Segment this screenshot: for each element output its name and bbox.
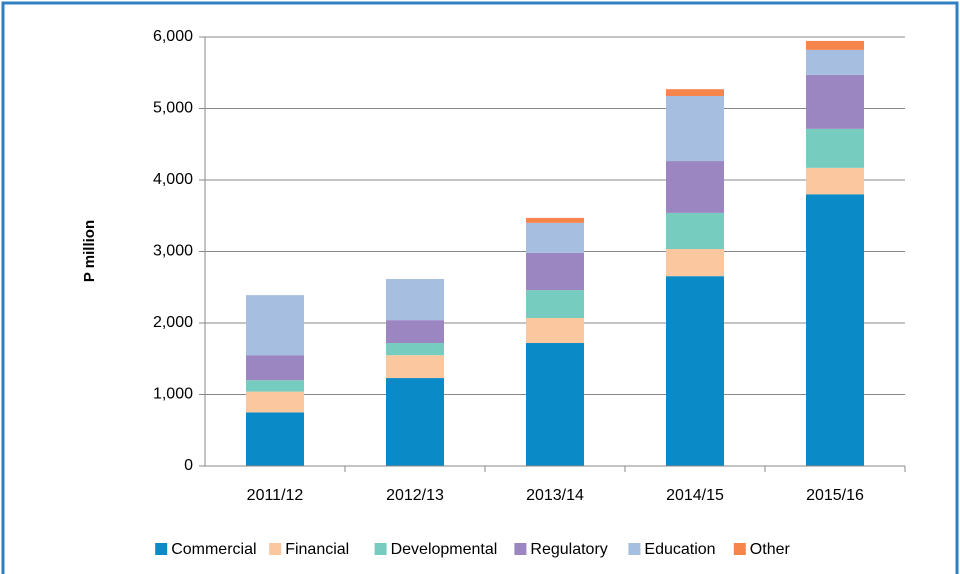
bar-segment — [526, 222, 584, 253]
bar-segment — [246, 380, 304, 392]
x-tick-label: 2014/15 — [666, 487, 724, 504]
bar-segment — [386, 355, 444, 379]
x-tick-label: 2011/12 — [247, 487, 304, 504]
bar-segment — [666, 276, 724, 466]
bar-segment — [806, 128, 864, 168]
legend-swatch — [733, 543, 746, 555]
y-tick-label: 2,000 — [153, 314, 193, 331]
bar-segment — [246, 355, 304, 381]
y-tick-label: 0 — [184, 457, 193, 474]
legend-label: Education — [644, 541, 715, 558]
x-tick-label: 2015/16 — [806, 487, 864, 504]
legend-swatch — [514, 543, 527, 555]
bar-segment — [386, 279, 444, 321]
y-tick-label: 1,000 — [153, 386, 193, 403]
legend-swatch — [155, 543, 168, 555]
bar-segment — [666, 161, 724, 213]
y-tick-label: 5,000 — [153, 100, 193, 117]
bar-segment — [246, 391, 304, 413]
bar-segment — [526, 317, 584, 344]
legend-label: Developmental — [391, 541, 498, 558]
legend-label: Commercial — [171, 541, 256, 558]
bar-segment — [526, 252, 584, 291]
x-tick-label: 2013/14 — [526, 487, 584, 504]
y-tick-label: 3,000 — [153, 243, 193, 260]
legend-label: Other — [750, 541, 791, 558]
bar-segment — [666, 212, 724, 249]
bar-segment — [806, 167, 864, 195]
bar-segment — [526, 290, 584, 318]
bar-segment — [386, 320, 444, 344]
legend-label: Regulatory — [530, 541, 607, 558]
bar-segment — [666, 248, 724, 277]
bar-segment — [666, 95, 724, 162]
x-tick-label: 2012/13 — [386, 487, 444, 504]
bar-segment — [806, 194, 864, 467]
bar-segment — [666, 89, 724, 96]
bar-segment — [386, 343, 444, 356]
y-tick-label: 6,000 — [153, 28, 193, 45]
legend-swatch — [374, 543, 387, 555]
legend-label: Financial — [285, 541, 349, 558]
y-axis-label: P million — [81, 220, 98, 282]
legend-swatch — [628, 543, 641, 555]
y-tick-label: 4,000 — [153, 171, 193, 188]
bar-segment — [386, 378, 444, 466]
bar-segment — [526, 343, 584, 466]
bar-segment — [806, 40, 864, 50]
bar-segment — [246, 295, 304, 356]
bar-segment — [806, 74, 864, 129]
bar-segment — [246, 412, 304, 466]
bar-segment — [526, 217, 584, 223]
legend-swatch — [269, 543, 282, 555]
bar-segment — [806, 49, 864, 75]
